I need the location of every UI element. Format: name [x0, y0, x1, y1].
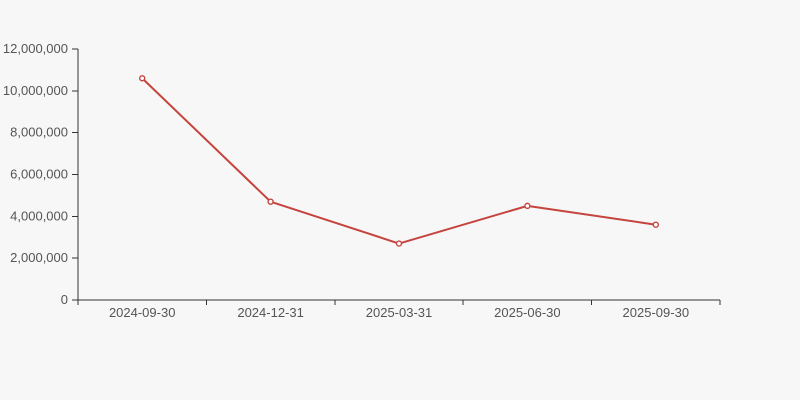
y-axis-label: 6,000,000: [10, 167, 68, 182]
data-point[interactable]: [138, 75, 146, 82]
x-axis-label: 2025-06-30: [494, 305, 561, 320]
data-point[interactable]: [395, 240, 403, 247]
axis-lines: [77, 49, 720, 301]
y-axis-label: 8,000,000: [10, 125, 68, 140]
series-line: [141, 77, 657, 245]
y-axis-label: 12,000,000: [3, 41, 68, 56]
y-axis-label: 10,000,000: [3, 83, 68, 98]
y-axis-label: 2,000,000: [10, 250, 68, 265]
x-axis-label: 2025-09-30: [623, 305, 690, 320]
x-axis-label: 2024-09-30: [109, 305, 176, 320]
x-axis-label: 2024-12-31: [237, 305, 304, 320]
x-axis-label: 2025-03-31: [366, 305, 433, 320]
data-point[interactable]: [652, 221, 659, 228]
y-axis-label: 4,000,000: [10, 208, 68, 223]
data-point[interactable]: [524, 202, 531, 210]
data-point[interactable]: [267, 198, 274, 205]
y-axis-label: 0: [61, 292, 68, 307]
